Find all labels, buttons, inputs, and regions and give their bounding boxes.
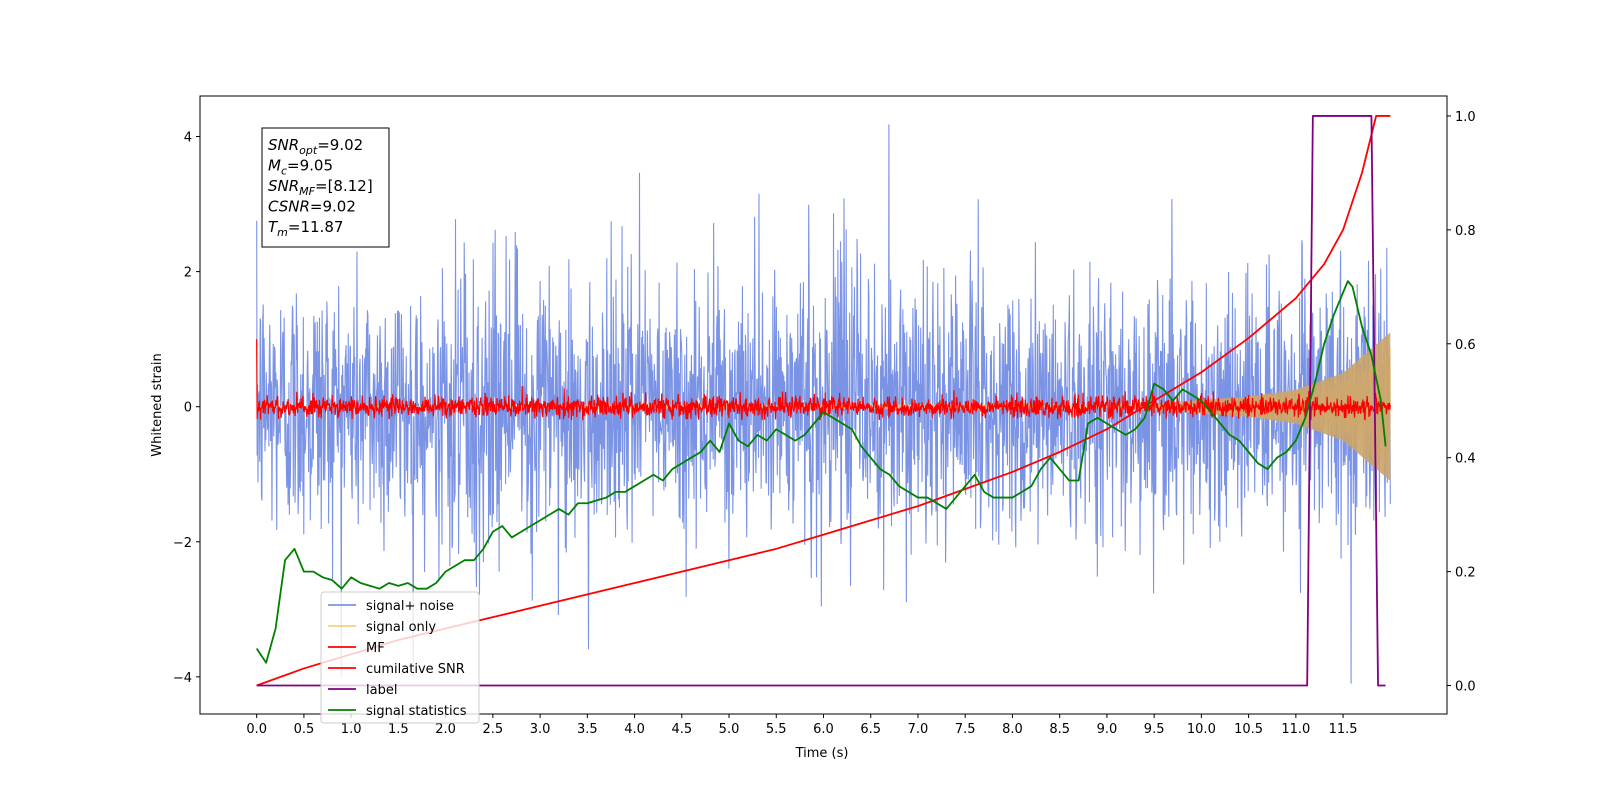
x-tick-label: 8.0 <box>1002 722 1023 737</box>
x-tick-label: 10.0 <box>1187 722 1216 737</box>
x-tick-label: 7.5 <box>955 722 976 737</box>
x-tick-label: 7.0 <box>908 722 929 737</box>
annotation-line: Tm=11.87 <box>268 218 343 239</box>
x-tick-label: 2.5 <box>483 722 504 737</box>
y-tick-label: 2 <box>184 266 192 281</box>
x-tick-label: 10.5 <box>1234 722 1263 737</box>
y-tick-label: −2 <box>173 536 192 551</box>
annotation-line: SNRMF=[8.12] <box>268 177 373 198</box>
x-tick-label: 8.5 <box>1049 722 1070 737</box>
x-tick-label: 1.0 <box>341 722 362 737</box>
annotation-line: Mc=9.05 <box>268 157 333 178</box>
x-axis: 0.0 0.5 1.0 1.5 2.0 2.5 3.0 3.5 4.0 4.5 5.0 5.5 6.0 6… <box>246 714 1358 737</box>
x-tick-label: 4.5 <box>671 722 692 737</box>
legend-label: cumilative SNR <box>366 662 465 677</box>
y-tick-label: 4 <box>184 131 192 146</box>
y-axis-right: 0.0 0.2 0.4 0.6 0.8 1.0 <box>1447 110 1476 695</box>
annotation-line: CSNR=9.02 <box>268 198 356 216</box>
x-tick-label: 6.0 <box>813 722 834 737</box>
legend-label: signal+ noise <box>366 599 454 614</box>
legend-label: signal only <box>366 620 436 635</box>
x-tick-label: 5.0 <box>719 722 740 737</box>
legend-label: label <box>366 683 397 698</box>
x-tick-label: 3.0 <box>530 722 551 737</box>
x-axis-label: Time (s) <box>795 746 849 761</box>
y-tick-label: −4 <box>173 671 192 686</box>
legend-label: signal statistics <box>366 704 467 719</box>
legend-frame <box>320 591 480 724</box>
x-tick-label: 9.0 <box>1097 722 1118 737</box>
y2-tick-label: 0.4 <box>1455 452 1476 467</box>
y-tick-label: 0 <box>184 401 192 416</box>
x-tick-label: 5.5 <box>766 722 787 737</box>
annotation-line: SNRopt=9.02 <box>268 136 363 157</box>
y2-tick-label: 0.6 <box>1455 338 1476 353</box>
x-tick-label: 2.0 <box>435 722 456 737</box>
x-tick-label: 3.5 <box>577 722 598 737</box>
x-tick-label: 0.0 <box>246 722 267 737</box>
series-mf <box>256 339 1391 421</box>
x-tick-label: 4.0 <box>624 722 645 737</box>
y-axis-left: −4 −2 0 2 4 <box>173 131 200 686</box>
y2-tick-label: 0.8 <box>1455 224 1476 239</box>
series-signal-statistics <box>255 280 1387 664</box>
y2-tick-label: 1.0 <box>1455 110 1476 125</box>
annotation-frame <box>261 127 390 248</box>
x-tick-label: 6.5 <box>860 722 881 737</box>
x-tick-label: 9.5 <box>1144 722 1165 737</box>
x-tick-label: 11.0 <box>1281 722 1310 737</box>
legend: signal+ noise signal only MF cumilative SNR… <box>320 591 480 724</box>
x-tick-label: 0.5 <box>294 722 315 737</box>
y2-tick-label: 0.0 <box>1455 680 1476 695</box>
series-label <box>256 115 1386 687</box>
x-tick-label: 1.5 <box>388 722 409 737</box>
y-axis-label: Whitened strain <box>150 353 165 456</box>
x-tick-label: 11.5 <box>1329 722 1358 737</box>
legend-label: MF <box>366 641 385 656</box>
y2-tick-label: 0.2 <box>1455 566 1476 581</box>
